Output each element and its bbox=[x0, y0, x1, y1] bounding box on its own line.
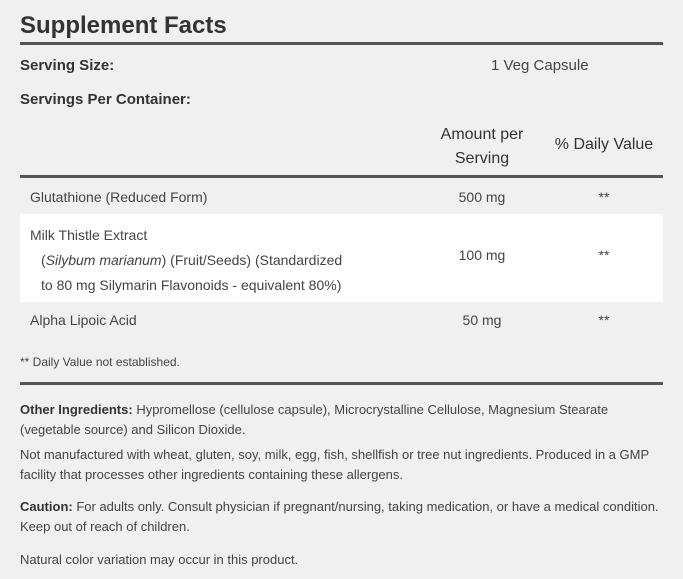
supplement-facts-panel: Supplement Facts Serving Size: 1 Veg Cap… bbox=[20, 0, 663, 570]
ingredient-detail-line2: to 80 mg Silymarin Flavonoids - equivale… bbox=[41, 277, 342, 293]
table-row: Milk Thistle Extract (Silybum marianum) … bbox=[20, 214, 663, 302]
natural-color-note: Natural color variation may occur in thi… bbox=[20, 552, 299, 567]
caution-statement: Caution: For adults only. Consult physic… bbox=[20, 497, 663, 537]
serving-size-value: 1 Veg Capsule bbox=[491, 57, 589, 74]
ingredient-name-block: Milk Thistle Extract (Silybum marianum) … bbox=[30, 223, 410, 298]
servings-per-container-row: Servings Per Container: bbox=[20, 87, 663, 123]
ingredient-name: Alpha Lipoic Acid bbox=[30, 312, 137, 328]
other-ingredients: Other Ingredients: Hypromellose (cellulo… bbox=[20, 400, 663, 440]
allergen-statement: Not manufactured with wheat, gluten, soy… bbox=[20, 447, 649, 482]
caution-label: Caution: bbox=[20, 499, 73, 514]
amount-header-line2: Serving bbox=[454, 150, 510, 167]
other-ingredients-label: Other Ingredients: bbox=[20, 402, 133, 417]
panel-title: Supplement Facts bbox=[20, 10, 663, 45]
serving-size-label: Serving Size: bbox=[20, 57, 115, 74]
ingredient-daily-value: ** bbox=[598, 247, 610, 263]
table-header: Amount per Serving % Daily Value bbox=[20, 123, 663, 178]
other-ingredients-text: Hypromellose (cellulose capsule), Microc… bbox=[20, 402, 609, 437]
latin-name: Silybum marianum bbox=[45, 252, 162, 268]
ingredient-amount: 50 mg bbox=[462, 312, 502, 328]
ingredient-daily-value: ** bbox=[598, 312, 610, 328]
ingredient-amount: 500 mg bbox=[458, 189, 506, 205]
ingredient-detail-rest: (Fruit/Seeds) (Standardized bbox=[166, 252, 343, 268]
ingredient-name: Milk Thistle Extract bbox=[30, 227, 148, 243]
table-row: Glutathione (Reduced Form) 500 mg ** bbox=[20, 178, 663, 214]
ingredient-name: Glutathione (Reduced Form) bbox=[30, 189, 208, 205]
ingredient-detail-line1: (Silybum marianum) (Fruit/Seeds) (Standa… bbox=[41, 252, 343, 268]
daily-value-footnote: ** Daily Value not established. bbox=[20, 342, 663, 385]
ingredient-amount: 100 mg bbox=[458, 247, 506, 263]
amount-per-serving-header: Amount per Serving bbox=[425, 123, 539, 171]
servings-per-container-label: Servings Per Container: bbox=[20, 91, 191, 108]
caution-text: For adults only. Consult physician if pr… bbox=[20, 499, 659, 534]
table-row: Alpha Lipoic Acid 50 mg ** bbox=[20, 302, 663, 338]
ingredient-daily-value: ** bbox=[598, 189, 610, 205]
serving-size-row: Serving Size: 1 Veg Capsule bbox=[20, 45, 663, 87]
daily-value-header: % Daily Value bbox=[554, 136, 654, 153]
amount-header-line1: Amount per bbox=[440, 126, 524, 143]
